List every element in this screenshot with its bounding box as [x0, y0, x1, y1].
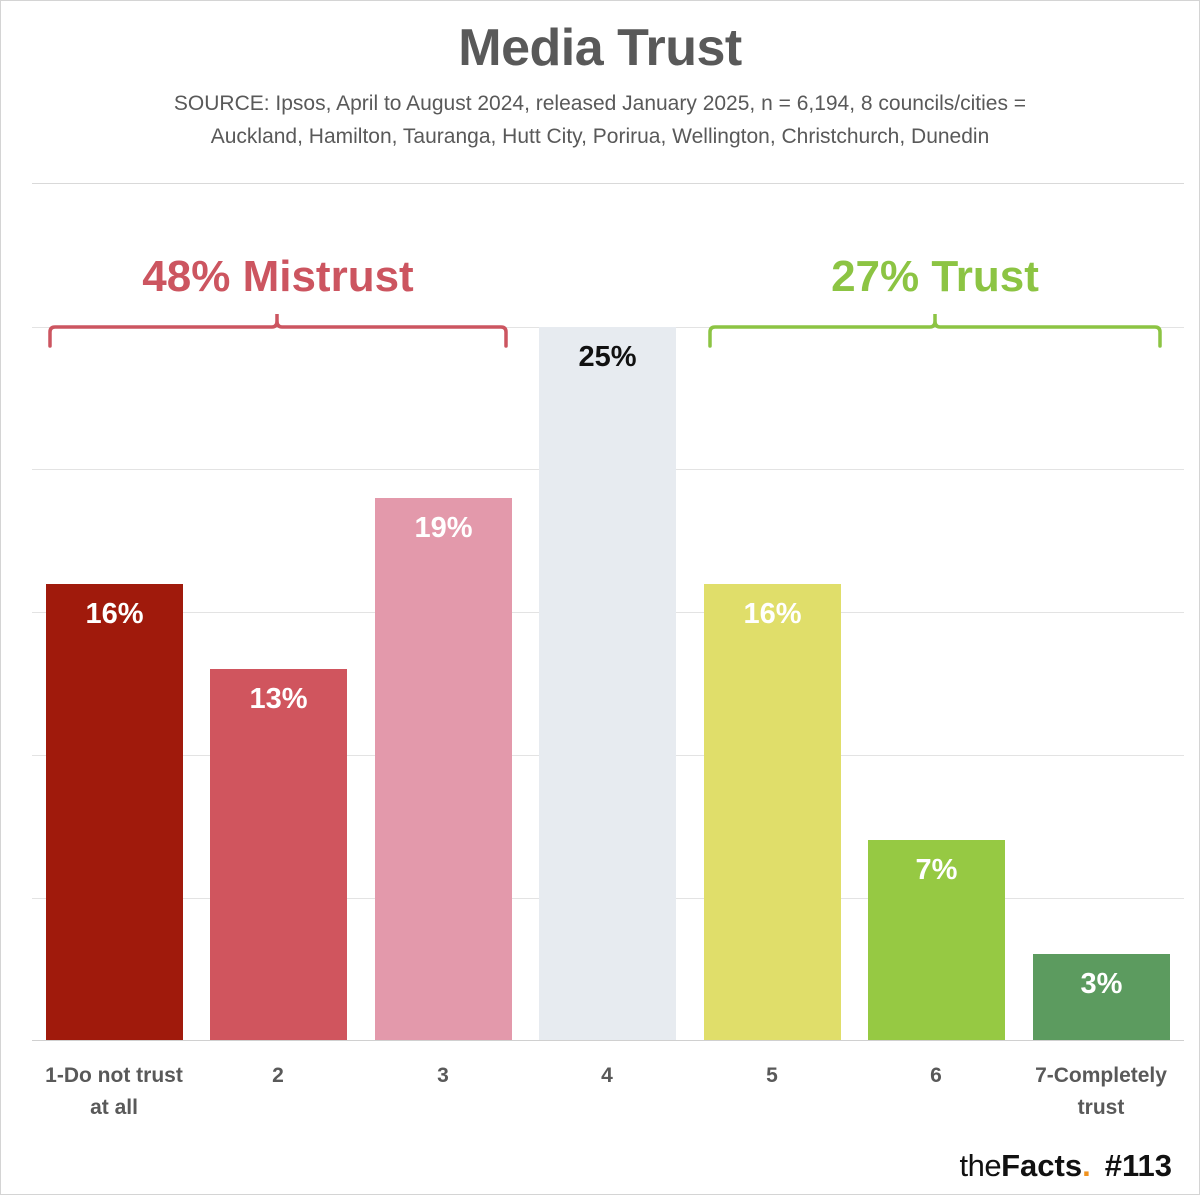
bar-value-label: 13%: [249, 683, 308, 716]
mistrust-bracket-icon: [48, 314, 508, 348]
bar-6[interactable]: 7%: [868, 840, 1005, 1040]
bar-value-label: 16%: [743, 597, 802, 630]
trust-bracket-icon: [708, 314, 1162, 348]
source-line-1: SOURCE: Ipsos, April to August 2024, rel…: [173, 92, 1027, 115]
category-label-2: 2: [272, 1064, 284, 1087]
category-label-4: 4: [601, 1064, 613, 1087]
category-label-3: 3: [437, 1064, 449, 1087]
brand-the: the: [959, 1148, 1002, 1183]
chart-title: Media Trust: [458, 19, 742, 77]
x-axis: [32, 1040, 1184, 1041]
category-label-7: 7-Completely trust: [1035, 1064, 1167, 1119]
bar-1[interactable]: 16%: [46, 583, 183, 1040]
bar-2[interactable]: 13%: [210, 669, 347, 1040]
source-line-2: Auckland, Hamilton, Tauranga, Hutt City,…: [210, 125, 990, 148]
brand-dot: .: [1082, 1148, 1091, 1183]
trust-annotation: 27% Trust: [831, 252, 1039, 301]
brand-facts: Facts: [1001, 1148, 1083, 1183]
bar-value-label: 3%: [1080, 968, 1123, 1001]
bar-7[interactable]: 3%: [1033, 954, 1170, 1040]
bar-value-label: 19%: [414, 512, 473, 545]
bar-value-label: 7%: [915, 854, 958, 887]
category-label-1: 1-Do not trust at all: [45, 1064, 183, 1119]
mistrust-annotation: 48% Mistrust: [142, 252, 414, 301]
bar-3[interactable]: 19%: [375, 498, 512, 1040]
bar-value-label: 16%: [85, 597, 144, 630]
issue-number: #113: [1104, 1148, 1172, 1183]
category-label-6: 6: [930, 1064, 942, 1087]
header-divider: [32, 183, 1184, 184]
brand-logo: theFacts. #113: [960, 1148, 1172, 1184]
bar-5[interactable]: 16%: [704, 583, 841, 1040]
bar-4[interactable]: 25%: [539, 327, 676, 1040]
category-label-5: 5: [766, 1064, 778, 1087]
bar-value-label: 25%: [578, 341, 637, 373]
